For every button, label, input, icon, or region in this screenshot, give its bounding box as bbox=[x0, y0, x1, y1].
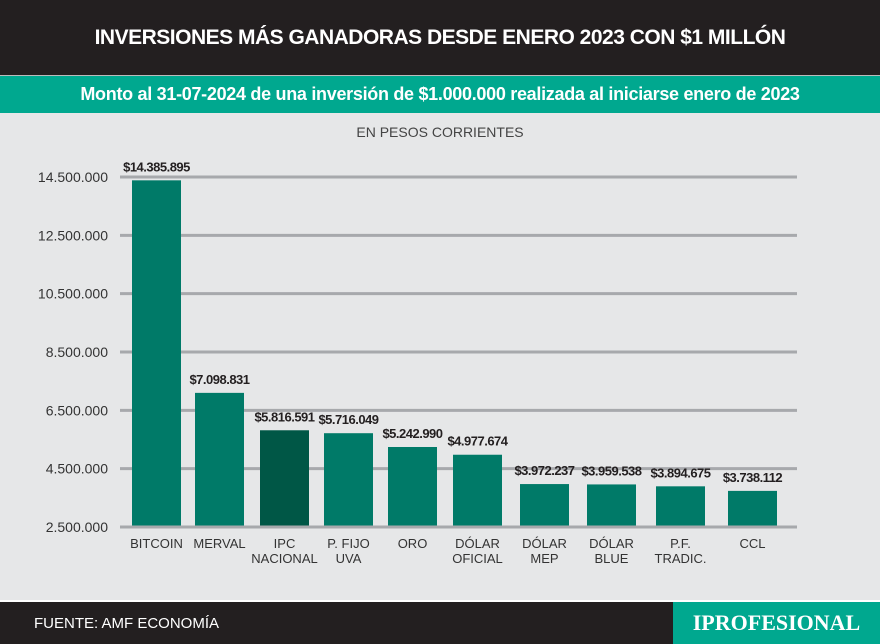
data-label: $7.098.831 bbox=[189, 372, 249, 387]
chart-title: INVERSIONES MÁS GANADORAS DESDE ENERO 20… bbox=[0, 0, 880, 75]
x-tick-label: CCL bbox=[739, 536, 765, 551]
x-tick-label: OFICIAL bbox=[452, 551, 503, 566]
bar bbox=[324, 433, 373, 526]
y-tick-label: 14.500.000 bbox=[38, 169, 108, 185]
data-label: $3.894.675 bbox=[650, 465, 710, 480]
source-note: FUENTE: AMF ECONOMÍA bbox=[0, 600, 673, 644]
bar bbox=[587, 484, 636, 526]
data-label: $14.385.895 bbox=[123, 159, 190, 174]
data-label: $3.972.237 bbox=[514, 463, 574, 478]
data-label: $5.716.049 bbox=[318, 412, 378, 427]
unit-label: EN PESOS CORRIENTES bbox=[356, 124, 524, 140]
data-label: $3.959.538 bbox=[581, 463, 641, 478]
brand-logo: IPROFESIONAL bbox=[673, 600, 880, 644]
x-tick-label: IPC bbox=[274, 536, 296, 551]
bar bbox=[260, 430, 309, 526]
x-tick-label: ORO bbox=[398, 536, 428, 551]
x-tick-label: MEP bbox=[530, 551, 558, 566]
bar bbox=[388, 446, 437, 526]
y-tick-label: 4.500.000 bbox=[46, 461, 108, 477]
bar bbox=[728, 490, 777, 526]
x-tick-label: TRADIC. bbox=[655, 551, 707, 566]
bar bbox=[195, 392, 244, 526]
y-tick-label: 10.500.000 bbox=[38, 286, 108, 302]
y-tick-label: 8.500.000 bbox=[46, 344, 108, 360]
x-tick-label: BITCOIN bbox=[130, 536, 183, 551]
bar bbox=[656, 486, 705, 526]
bar bbox=[132, 180, 181, 526]
x-tick-label: P. FIJO bbox=[327, 536, 369, 551]
x-tick-label: DÓLAR bbox=[522, 536, 567, 551]
x-tick-label: P.F. bbox=[670, 536, 691, 551]
data-label: $4.977.674 bbox=[447, 434, 508, 449]
data-label: $3.738.112 bbox=[723, 470, 783, 485]
chart-subtitle: Monto al 31-07-2024 de una inversión de … bbox=[0, 75, 880, 113]
y-tick-label: 12.500.000 bbox=[38, 227, 108, 243]
bar bbox=[520, 484, 569, 526]
x-tick-label: UVA bbox=[336, 551, 362, 566]
y-tick-label: 6.500.000 bbox=[46, 402, 108, 418]
y-tick-label: 2.500.000 bbox=[46, 519, 108, 535]
x-tick-label: BLUE bbox=[595, 551, 629, 566]
data-label: $5.816.591 bbox=[254, 409, 314, 424]
x-tick-label: DÓLAR bbox=[589, 536, 634, 551]
data-label: $5.242.990 bbox=[382, 426, 442, 441]
bar bbox=[453, 454, 502, 526]
x-tick-label: MERVAL bbox=[193, 536, 245, 551]
x-tick-label: NACIONAL bbox=[251, 551, 317, 566]
x-tick-label: DÓLAR bbox=[455, 536, 500, 551]
